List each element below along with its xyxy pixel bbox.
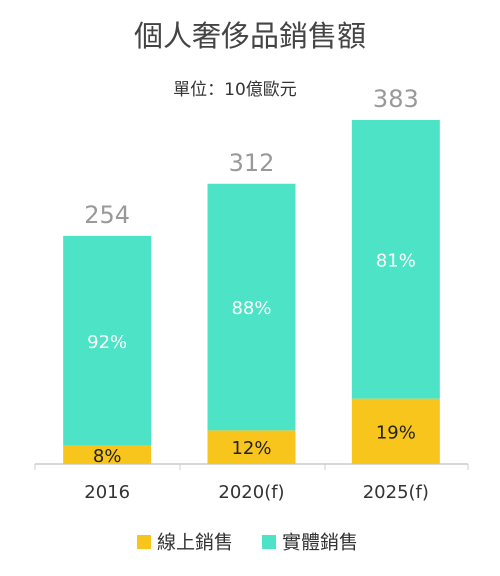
data-label: 81% [376,250,416,271]
legend-label: 實體銷售 [282,532,358,554]
data-label: 92% [87,332,127,353]
data-label: 88% [231,298,271,319]
x-tick-label: 2025(f) [363,482,429,503]
total-label: 383 [373,85,419,113]
chart-title: 個人奢侈品銷售額 [134,19,366,53]
bar-segment [351,398,440,464]
data-label: 12% [231,438,271,459]
bar-segment [207,430,296,464]
data-label: 8% [93,446,122,467]
legend-label: 線上銷售 [157,532,233,554]
legend-swatch [137,535,151,549]
x-tick-label: 2016 [84,482,130,503]
bar-segment [63,235,152,446]
bar-segment [207,183,296,431]
legend-swatch [262,535,276,549]
total-label: 312 [229,149,275,177]
total-label: 254 [84,201,130,229]
bar-segment [351,120,440,399]
x-tick-label: 2020(f) [218,482,284,503]
data-label: 19% [376,422,416,443]
bar-segment [63,445,152,464]
chart-subtitle: 單位：10億歐元 [173,80,297,100]
